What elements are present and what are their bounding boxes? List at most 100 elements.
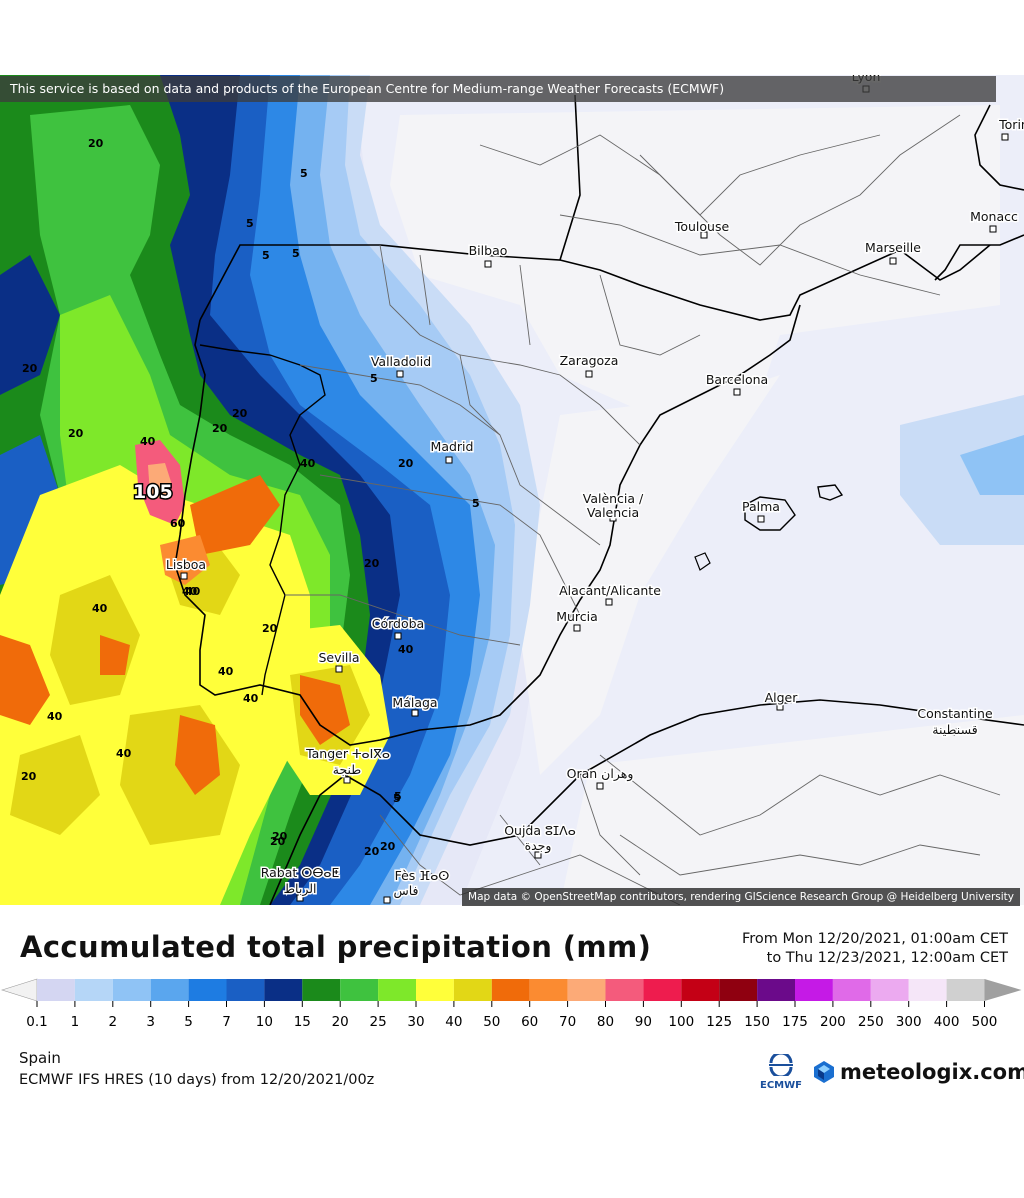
city-marker (394, 632, 402, 640)
legend-swatch (605, 979, 644, 1001)
legend-over-arrow (984, 979, 1022, 1001)
contour-label: 40 (185, 585, 201, 598)
contour-label: 20 (21, 770, 37, 783)
max-precip-label: 105 (133, 481, 173, 503)
legend-tick-label: 10 (256, 1014, 273, 1030)
contour-label: 5 (394, 790, 402, 803)
contour-label: 40 (182, 585, 198, 598)
city-label: Marseille (865, 240, 921, 255)
legend-swatch (188, 979, 227, 1001)
range-from: From Mon 12/20/2021, 01:00am CET (741, 931, 1008, 947)
city-marker (573, 624, 581, 632)
contour-label: 40 (398, 643, 414, 656)
meteologix-logo[interactable]: meteologix.com (812, 1057, 1024, 1087)
legend-swatch (74, 979, 113, 1001)
city-marker (383, 896, 391, 904)
legend-tick-label: 30 (407, 1014, 424, 1030)
city-label: Zaragoza (560, 353, 619, 368)
legend-swatch (681, 979, 720, 1001)
contour-label: 20 (22, 362, 38, 375)
city-label: Sevilla (318, 650, 359, 665)
legend-tick-label: 250 (858, 1014, 884, 1030)
contour-label: 5 (262, 249, 270, 262)
contour-label: 20 (364, 845, 380, 858)
legend-swatch (302, 979, 341, 1001)
city-label: Valencia (587, 505, 639, 520)
legend-under-arrow (0, 978, 38, 1002)
color-legend: 0.1 1 2 3 5 7 10 15 20 25 30 40 50 60 70 80 90 100 125 150 1… (0, 978, 1022, 1030)
legend-tick-label: 175 (782, 1014, 808, 1030)
legend-tick-label: 70 (559, 1014, 576, 1030)
legend-swatch (226, 979, 265, 1001)
legend-tick-label: 1 (71, 1014, 80, 1030)
legend-swatch (416, 979, 454, 1001)
contour-label: 5 (370, 372, 378, 385)
contour-label: 40 (47, 710, 63, 723)
city-label: Valladolid (371, 354, 431, 369)
chart-title: Accumulated total precipitation (mm) (20, 930, 652, 964)
city-label: Madrid (431, 439, 474, 454)
city-label: Constantine (917, 706, 993, 721)
city-marker (757, 515, 765, 523)
range-to: to Thu 12/23/2021, 12:00am CET (766, 950, 1008, 966)
model-info: ECMWF IFS HRES (10 days) from 12/20/2021… (19, 1072, 375, 1088)
city-label: قسنطينة (932, 722, 977, 737)
map-attribution: Map data © OpenStreetMap contributors, r… (462, 888, 1020, 906)
legend-swatch (264, 979, 303, 1001)
city-marker (951, 728, 959, 736)
city-marker (733, 388, 741, 396)
contour-label: 20 (212, 422, 228, 435)
city-marker (596, 782, 604, 790)
contour-label: 5 (246, 217, 254, 230)
city-label: طنجة (333, 762, 362, 777)
legend-swatch (757, 979, 795, 1001)
region-label: Spain (19, 1049, 61, 1067)
city-label: Málaga (392, 695, 437, 710)
legend-swatch (908, 979, 947, 1001)
legend-tick-label: 20 (332, 1014, 349, 1030)
legend-swatch (340, 979, 379, 1001)
city-label: Palma (742, 499, 780, 514)
legend-tick-label: 3 (146, 1014, 155, 1030)
city-label: Lisboa (166, 557, 206, 572)
legend-swatch (567, 979, 606, 1001)
legend-swatch (946, 979, 985, 1001)
legend-tick-label: 400 (934, 1014, 960, 1030)
legend-swatch (453, 979, 492, 1001)
city-marker (989, 225, 997, 233)
contour-label: 5 (393, 792, 401, 805)
city-label: Barcelona (706, 372, 768, 387)
city-label: وجدة (525, 838, 552, 854)
contour-label: 20 (262, 622, 278, 635)
city-label: Torin (998, 117, 1024, 132)
city-marker (335, 665, 343, 673)
legend-tick-label: 500 (972, 1014, 998, 1030)
legend-tick-label: 0.1 (26, 1014, 47, 1030)
city-label: València / (583, 491, 644, 506)
legend-swatch (491, 979, 530, 1001)
contour-label: 20 (272, 830, 288, 843)
contour-label: 60 (170, 517, 186, 530)
city-marker (585, 370, 593, 378)
legend-swatch (719, 979, 758, 1001)
city-label: Alger (765, 690, 799, 705)
city-marker (889, 257, 897, 265)
contour-label: 20 (270, 835, 286, 848)
city-label: Alacant/Alicante (559, 583, 661, 598)
city-marker (534, 851, 542, 859)
legend-tick-label: 150 (744, 1014, 770, 1030)
legend-tick-label: 5 (184, 1014, 193, 1030)
legend-tick-label: 25 (370, 1014, 387, 1030)
city-label: Rabat ⵔⴱⴰⵟ (261, 865, 340, 880)
city-label: فاس (393, 883, 418, 899)
city-marker (1001, 133, 1009, 141)
legend-tick-label: 90 (635, 1014, 652, 1030)
legend-swatch (795, 979, 833, 1001)
city-marker (296, 894, 304, 902)
city-marker (396, 370, 404, 378)
legend-tick-label: 60 (521, 1014, 538, 1030)
contour-label: 5 (300, 167, 308, 180)
legend-tick-label: 50 (483, 1014, 500, 1030)
city-label: Oujda ⵓⵊⴷⴰ (504, 823, 576, 838)
